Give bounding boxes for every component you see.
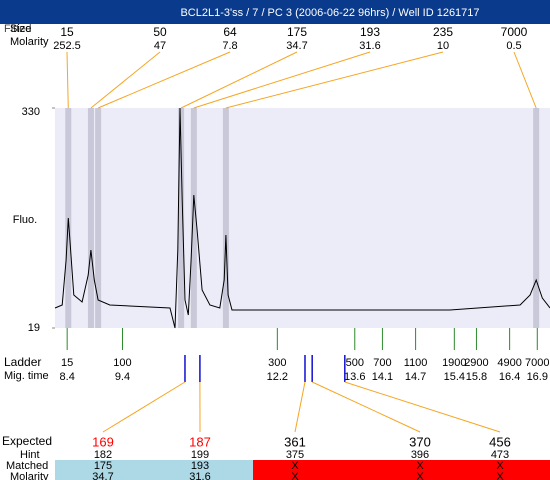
match-molarity: 34.7 bbox=[92, 471, 113, 480]
expected: 370 bbox=[409, 434, 431, 449]
y-tick-label: 19 bbox=[28, 322, 40, 334]
matched: X bbox=[496, 460, 504, 472]
ladder-time: 8.4 bbox=[60, 371, 75, 383]
y-tick-label: 330 bbox=[22, 106, 40, 118]
match-molarity: X bbox=[496, 471, 504, 480]
peak-molarity: 7.8 bbox=[222, 40, 237, 52]
plot-area bbox=[55, 108, 550, 328]
peak-band bbox=[178, 108, 185, 328]
peak-size: 175 bbox=[287, 25, 307, 39]
ladder-time: 16.9 bbox=[527, 371, 548, 383]
title-bar bbox=[0, 0, 550, 24]
peak-size: 193 bbox=[360, 25, 380, 39]
matched-label: Matched bbox=[6, 460, 48, 472]
ladder-time: 13.6 bbox=[344, 371, 365, 383]
ladder-time: 16.4 bbox=[499, 371, 520, 383]
ladder-time: 15.4 bbox=[444, 371, 465, 383]
peak-size: 15 bbox=[60, 25, 74, 39]
peak-band bbox=[95, 108, 102, 328]
peak-link bbox=[97, 51, 231, 109]
ladder-time: 12.2 bbox=[267, 371, 288, 383]
peak-band bbox=[222, 108, 229, 328]
hint: 199 bbox=[191, 449, 209, 461]
peak-molarity: 0.5 bbox=[506, 40, 521, 52]
marker-link bbox=[344, 381, 501, 433]
matched: X bbox=[291, 460, 299, 472]
ladder-time: 9.4 bbox=[115, 371, 130, 383]
expected: 361 bbox=[284, 434, 306, 449]
ladder-size: 100 bbox=[113, 357, 131, 369]
hint-label: Hint bbox=[20, 449, 40, 461]
peak-link bbox=[90, 51, 161, 109]
bottom-molarity-label: Molarity bbox=[10, 471, 49, 480]
ladder-size: 700 bbox=[373, 357, 391, 369]
hint: 473 bbox=[491, 449, 509, 461]
peak-link bbox=[193, 51, 371, 109]
peak-size: 7000 bbox=[501, 25, 528, 39]
hint: 182 bbox=[94, 449, 112, 461]
ladder-size: 1100 bbox=[404, 357, 428, 369]
matched: 193 bbox=[191, 460, 209, 472]
marker-link bbox=[294, 381, 306, 433]
mig-time-label: Mig. time bbox=[4, 370, 49, 382]
match-bg bbox=[451, 460, 550, 480]
peak-band bbox=[87, 108, 94, 328]
matched: X bbox=[416, 460, 424, 472]
match-bg bbox=[352, 460, 452, 480]
match-molarity: X bbox=[416, 471, 424, 480]
ladder-size: 4900 bbox=[497, 357, 521, 369]
expected: 169 bbox=[92, 434, 114, 449]
match-bg bbox=[253, 460, 353, 480]
expected-label: Expected bbox=[2, 434, 52, 448]
ladder-size: 2900 bbox=[464, 357, 488, 369]
peak-size: 50 bbox=[153, 25, 167, 39]
ladder-time: 14.7 bbox=[405, 371, 426, 383]
hint: 396 bbox=[411, 449, 429, 461]
peak-size: 235 bbox=[433, 25, 453, 39]
marker-link bbox=[102, 381, 186, 433]
ladder-time: 14.1 bbox=[372, 371, 393, 383]
peak-band bbox=[533, 108, 540, 328]
peak-size: 64 bbox=[223, 25, 237, 39]
peak-molarity: 31.6 bbox=[359, 40, 380, 52]
peak-link bbox=[180, 51, 298, 109]
expected: 187 bbox=[189, 434, 211, 449]
molarity-label: Molarity bbox=[10, 36, 49, 48]
peak-molarity: 252.5 bbox=[53, 40, 81, 52]
peak-molarity: 47 bbox=[154, 40, 166, 52]
marker-link bbox=[311, 381, 421, 433]
peak-molarity: 34.7 bbox=[286, 40, 307, 52]
hint: 375 bbox=[286, 449, 304, 461]
fitted-label: Fitted bbox=[4, 23, 32, 35]
match-molarity: 31.6 bbox=[189, 471, 210, 480]
peak-molarity: 10 bbox=[437, 40, 449, 52]
peak-link bbox=[66, 51, 69, 109]
ladder-size: 1900 bbox=[442, 357, 466, 369]
size-label: Size bbox=[10, 23, 31, 35]
match-bg bbox=[154, 460, 254, 480]
match-bg bbox=[55, 460, 155, 480]
peak-link bbox=[513, 51, 537, 109]
expected: 456 bbox=[489, 434, 511, 449]
title: BCL2L1-3'ss / 7 / PC 3 (2006-06-22 96hrs… bbox=[180, 7, 479, 19]
trace bbox=[54, 107, 550, 329]
ladder-time: 15.8 bbox=[466, 371, 487, 383]
ladder-size: 300 bbox=[268, 357, 286, 369]
fluo-label: Fluo. bbox=[13, 214, 37, 226]
peak-link bbox=[225, 51, 444, 109]
ladder-size: 15 bbox=[61, 357, 73, 369]
match-molarity: X bbox=[291, 471, 299, 480]
ladder-size: 7000 bbox=[525, 357, 549, 369]
ladder-label: Ladder bbox=[4, 355, 41, 369]
peak-band bbox=[190, 108, 197, 328]
matched: 175 bbox=[94, 460, 112, 472]
ladder-size: 500 bbox=[346, 357, 364, 369]
